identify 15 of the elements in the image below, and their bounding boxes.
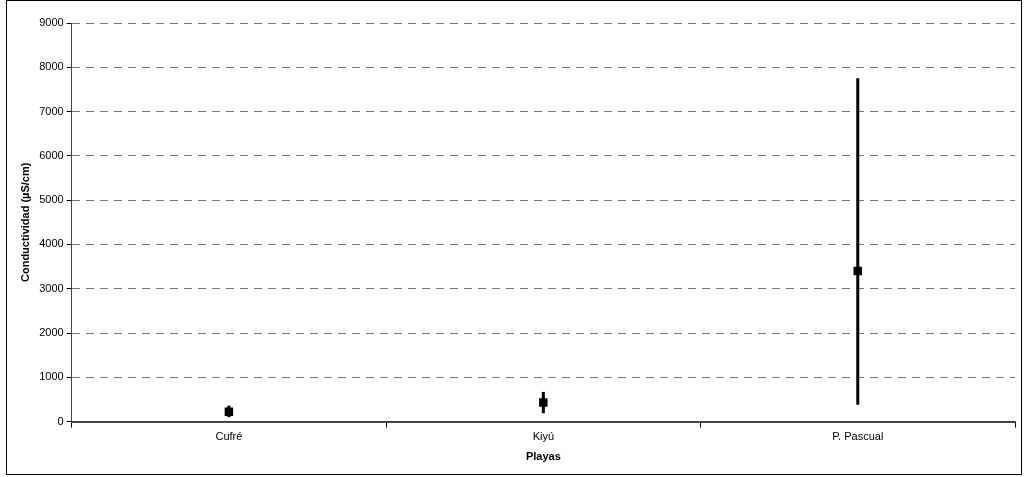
y-tick-label: 3000: [39, 281, 64, 294]
y-tick-label: 9000: [39, 16, 64, 29]
y-tick-label: 6000: [39, 148, 64, 161]
y-tick-label: 5000: [39, 193, 64, 206]
y-tick-label: 0: [57, 414, 64, 427]
y-tick-label: 8000: [39, 60, 64, 73]
y-axis-title: Conductividad (µS/cm): [18, 162, 31, 282]
y-tick-label: 4000: [39, 237, 64, 250]
x-tick-label: P. Pascual: [832, 430, 884, 443]
y-tick-label: 1000: [39, 370, 64, 383]
x-tick-label: Kiyú: [532, 430, 555, 443]
y-tick-label: 7000: [39, 104, 64, 117]
x-axis-title: Playas: [525, 450, 561, 463]
y-tick-label: 2000: [39, 326, 64, 339]
x-tick-label: Cufré: [215, 430, 243, 443]
